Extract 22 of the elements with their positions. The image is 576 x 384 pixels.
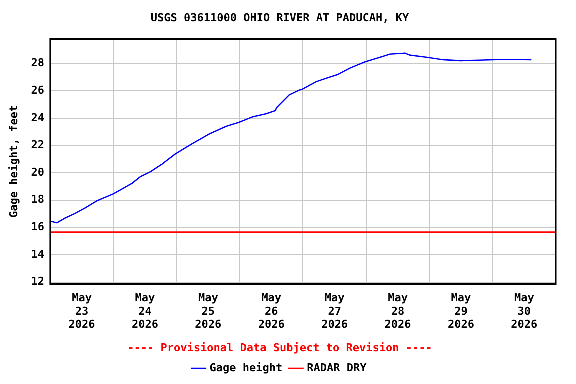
x-tick-label: May 24 2026	[132, 292, 159, 332]
y-tick-label: 28	[31, 56, 44, 70]
x-tick-label: May 27 2026	[322, 292, 348, 332]
y-tick-label: 16	[31, 220, 45, 234]
text: ---- Provisional Data Subject to Revision ----	[128, 341, 432, 354]
legend-label: Gage height	[210, 361, 283, 374]
y-tick-label: 12	[31, 275, 44, 288]
x-tick-label: May 30 2026	[511, 292, 538, 332]
y-tick-label: 20	[31, 166, 44, 179]
y-tick-label: 24	[31, 111, 45, 124]
y-tick-label: 14	[31, 248, 45, 261]
y-tick-label: 26	[31, 84, 45, 97]
x-tick-label: May 23 2026	[68, 292, 96, 332]
x-tick-label: May 29 2026	[448, 292, 475, 332]
x-tick-label: May 26 2026	[258, 292, 286, 332]
x-tick-label: May 28 2026	[384, 292, 412, 332]
legend-label: RADAR DRY	[307, 361, 368, 374]
x-tick-label: May 25 2026	[195, 292, 222, 332]
y-tick-label: 18	[31, 193, 44, 206]
chart-title: USGS 03611000 OHIO RIVER AT PADUCAH, KY	[150, 11, 410, 24]
y-tick-label: 22	[31, 138, 44, 152]
y-axis-title: Gage height, feet	[7, 105, 20, 218]
